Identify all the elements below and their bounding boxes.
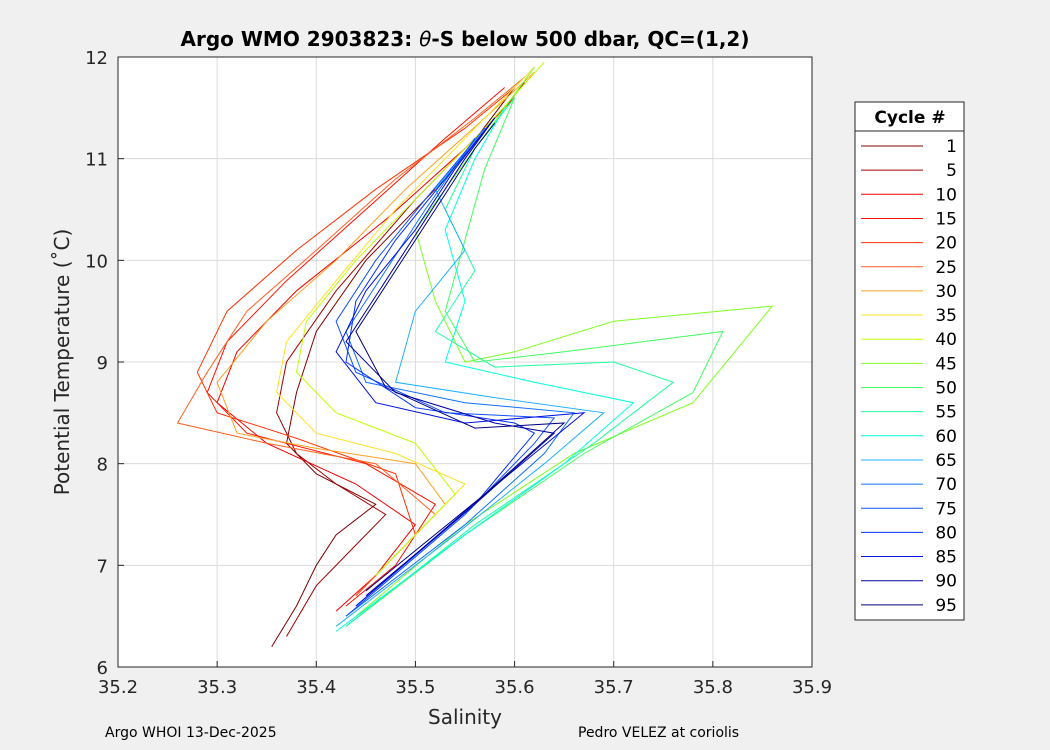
x-tick-label: 35.5	[395, 677, 435, 698]
legend-label: 30	[935, 282, 957, 302]
series-line-cycle-50	[345, 97, 724, 627]
legend-label: 25	[935, 258, 957, 278]
legend-label: 45	[935, 354, 957, 374]
legend-label: 70	[935, 475, 957, 495]
legend-label: 90	[935, 572, 957, 592]
legend-label: 20	[935, 234, 957, 254]
series-line-cycle-1	[271, 87, 515, 647]
legend-title: Cycle #	[874, 108, 945, 128]
y-tick-label: 12	[85, 48, 108, 69]
legend: Cycle # 15101520253035404550556065707580…	[854, 101, 965, 621]
series-lines	[176, 61, 774, 647]
legend-label: 65	[935, 451, 957, 471]
series-line-cycle-20	[196, 87, 515, 597]
footer-left: Argo WHOI 13-Dec-2025	[105, 725, 277, 741]
x-tick-label: 35.8	[693, 677, 733, 698]
x-tick-label: 35.6	[495, 677, 535, 698]
series-line-cycle-35	[276, 66, 535, 566]
legend-label: 1	[946, 137, 957, 157]
x-tick-label: 35.2	[98, 677, 138, 698]
series-line-cycle-25	[176, 76, 525, 587]
x-axis-label: Salinity	[428, 705, 502, 729]
y-ticks: 6 7 8 9 10 11 12	[85, 48, 124, 679]
y-tick-label: 6	[97, 658, 108, 679]
x-ticks: 35.2 35.3 35.4 35.5 35.6 35.7 35.8 35.9	[98, 661, 832, 698]
x-tick-label: 35.3	[197, 677, 237, 698]
legend-label: 80	[935, 523, 957, 543]
legend-label: 55	[935, 403, 957, 423]
x-tick-label: 35.7	[594, 677, 634, 698]
chart-title: Argo WMO 2903823: θ-S below 500 dbar, QC…	[181, 27, 750, 51]
footer-right: Pedro VELEZ at coriolis	[578, 725, 740, 741]
y-tick-label: 10	[85, 251, 108, 272]
series-line-cycle-45	[355, 66, 774, 617]
legend-label: 35	[935, 306, 957, 326]
legend-label: 95	[935, 596, 957, 616]
legend-label: 5	[946, 161, 957, 181]
series-line-cycle-95	[355, 122, 566, 592]
legend-label: 85	[935, 548, 957, 568]
series-line-cycle-90	[345, 117, 556, 597]
series-line-cycle-65	[335, 127, 605, 627]
series-line-cycle-75	[335, 127, 556, 617]
y-tick-label: 11	[85, 150, 108, 171]
legend-label: 40	[935, 330, 957, 350]
series-line-cycle-60	[335, 107, 635, 632]
series-line-cycle-30	[216, 71, 535, 576]
x-tick-label: 35.4	[296, 677, 336, 698]
legend-label: 75	[935, 499, 957, 519]
y-tick-label: 7	[97, 556, 108, 577]
series-line-cycle-40	[295, 61, 545, 576]
legend-label: 50	[935, 379, 957, 399]
x-tick-label: 35.9	[792, 677, 832, 698]
y-axis-label: Potential Temperature (˚C)	[50, 229, 74, 496]
legend-label: 15	[935, 209, 957, 229]
series-line-cycle-85	[335, 117, 586, 607]
y-tick-label: 9	[97, 353, 108, 374]
series-line-cycle-70	[345, 138, 576, 617]
y-tick-label: 8	[97, 455, 108, 476]
series-line-cycle-80	[345, 117, 536, 607]
legend-label: 10	[935, 185, 957, 205]
legend-label: 60	[935, 427, 957, 447]
